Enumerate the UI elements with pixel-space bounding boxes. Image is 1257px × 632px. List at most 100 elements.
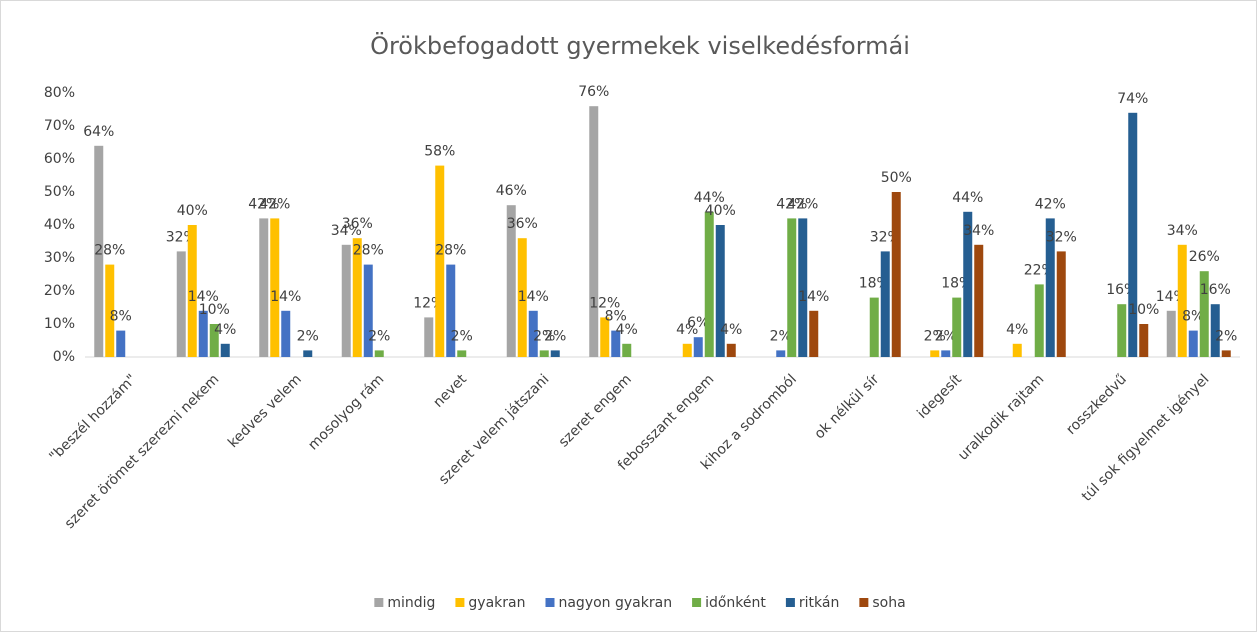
data-label: 4% (214, 322, 236, 338)
bar (1188, 330, 1198, 357)
bar (974, 244, 984, 357)
y-tick-label: 10% (44, 316, 75, 332)
bar (930, 350, 940, 357)
data-label: 34% (1167, 223, 1198, 239)
legend-label: soha (872, 595, 905, 611)
bar (424, 317, 434, 357)
data-label: 42% (776, 196, 807, 212)
bar (704, 211, 714, 357)
bar (457, 350, 467, 357)
data-label: 8% (605, 309, 627, 325)
bar (270, 218, 280, 357)
data-label: 8% (110, 309, 132, 325)
bar (1139, 324, 1149, 357)
bar (693, 337, 703, 357)
data-label: 76% (578, 84, 609, 100)
bar (198, 310, 208, 357)
data-label: 36% (342, 216, 373, 232)
bar (176, 251, 186, 357)
bar (374, 350, 384, 357)
bar (341, 244, 351, 357)
legend-label: ritkán (799, 595, 839, 611)
bar (963, 211, 973, 357)
y-tick-label: 0% (53, 349, 75, 365)
data-label: 6% (687, 315, 709, 331)
bar (528, 310, 538, 357)
bar (105, 264, 115, 357)
bar (1012, 343, 1022, 357)
data-label: 32% (1046, 229, 1077, 245)
data-label: 34% (963, 223, 994, 239)
bar (1166, 310, 1176, 357)
bar (1177, 244, 1187, 357)
data-label: 2% (533, 328, 555, 344)
bar (611, 330, 621, 357)
data-label: 10% (1128, 302, 1159, 318)
legend-swatch (374, 598, 384, 607)
bar (94, 145, 104, 357)
legend-label: mindig (387, 595, 435, 611)
data-label: 4% (616, 322, 638, 338)
data-label: 2% (770, 328, 792, 344)
y-tick-label: 70% (44, 118, 75, 134)
y-tick-label: 20% (44, 283, 75, 299)
data-label: 28% (353, 243, 384, 259)
data-label: 8% (1182, 309, 1204, 325)
bar (941, 350, 951, 357)
bar (1221, 350, 1231, 357)
y-tick-label: 40% (44, 217, 75, 233)
data-label: 2% (368, 328, 390, 344)
bar (589, 106, 599, 357)
bar (787, 218, 797, 357)
data-label: 4% (676, 322, 698, 338)
bar (1128, 112, 1138, 357)
chart-title: Örökbefogadott gyermekek viselkedésformá… (370, 31, 910, 60)
data-label: 4% (1006, 322, 1028, 338)
bar (116, 330, 126, 357)
data-label: 50% (881, 170, 912, 186)
bar (726, 343, 736, 357)
bar (363, 264, 373, 357)
bar (952, 297, 962, 357)
legend-swatch (455, 598, 465, 607)
data-label: 14% (518, 289, 549, 305)
data-label: 14% (798, 289, 829, 305)
bar (1056, 251, 1066, 357)
data-label: 44% (952, 190, 983, 206)
bar (1034, 284, 1044, 357)
data-label: 26% (1189, 249, 1220, 265)
bar (1045, 218, 1055, 357)
data-label: 44% (694, 190, 725, 206)
data-label: 10% (199, 302, 230, 318)
data-label: 74% (1117, 91, 1148, 107)
data-label: 2% (544, 328, 566, 344)
legend-swatch (545, 598, 555, 607)
legend-label: gyakran (468, 595, 525, 611)
data-label: 12% (589, 295, 620, 311)
data-label: 14% (270, 289, 301, 305)
data-label: 2% (935, 328, 957, 344)
data-label: 2% (297, 328, 319, 344)
bar (435, 165, 445, 357)
y-tick-label: 30% (44, 250, 75, 266)
bar (187, 225, 197, 357)
bar (550, 350, 560, 357)
legend-swatch (692, 598, 702, 607)
bar (798, 218, 808, 357)
bar (209, 324, 219, 357)
bar (303, 350, 313, 357)
bar (880, 251, 890, 357)
legend-label: időnként (705, 595, 766, 611)
bar (446, 264, 456, 357)
bar (506, 205, 516, 357)
data-label: 40% (177, 203, 208, 219)
bar (352, 238, 362, 357)
y-tick-label: 60% (44, 151, 75, 167)
data-label: 14% (188, 289, 219, 305)
bar (622, 343, 632, 357)
bar (682, 343, 692, 357)
bar (1199, 271, 1209, 357)
bar (259, 218, 269, 357)
data-label: 2% (924, 328, 946, 344)
